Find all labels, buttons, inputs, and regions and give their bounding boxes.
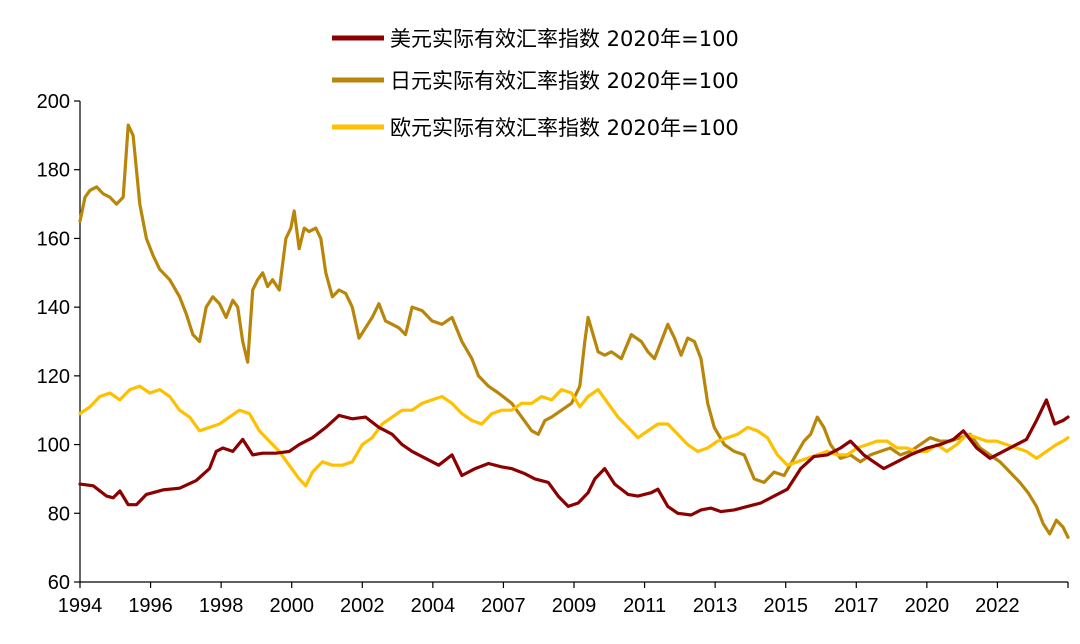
legend: 美元实际有效汇率指数 2020年=100 日元实际有效汇率指数 2020年=100…	[332, 27, 739, 140]
y-tick-label: 80	[48, 503, 70, 525]
series-line-1	[78, 123, 1070, 539]
y-tick-label: 120	[37, 366, 70, 388]
x-tick-label: 2007	[481, 595, 526, 617]
x-tick-label: 2011	[623, 595, 666, 617]
legend-label-2: 欧元实际有效汇率指数 2020年=100	[390, 116, 739, 140]
x-tick-label: 2022	[975, 595, 1020, 617]
y-tick-label: 200	[37, 91, 70, 113]
x-tick-label: 2020	[905, 595, 950, 617]
x-tick-label: 2013	[693, 595, 738, 617]
series-line-2	[78, 384, 1070, 488]
y-tick-label: 100	[37, 435, 70, 457]
series-line-0	[78, 398, 1070, 517]
y-tick-label: 160	[37, 228, 70, 250]
legend-label-1: 日元实际有效汇率指数 2020年=100	[390, 69, 739, 93]
y-tick-label: 140	[37, 297, 70, 319]
plot-area	[78, 123, 1070, 539]
x-tick-label: 2002	[340, 595, 385, 617]
legend-label-0: 美元实际有效汇率指数 2020年=100	[390, 27, 739, 51]
x-tick-label: 2000	[269, 595, 314, 617]
x-tick-label: 1994	[58, 595, 103, 617]
y-tick-label: 60	[48, 572, 70, 594]
x-tick-label: 1998	[199, 595, 244, 617]
x-tick-label: 1996	[128, 595, 173, 617]
x-axis: 1994 1996 1998 2000 2002 2004 2007 2009 2011 2013…	[58, 581, 1069, 617]
y-tick-label: 180	[37, 160, 70, 182]
x-tick-label: 2017	[834, 595, 879, 617]
x-tick-label: 2009	[552, 595, 597, 617]
x-tick-label: 2004	[411, 595, 456, 617]
y-axis: 60 80 100 120 140 160 180 200	[37, 91, 81, 594]
x-tick-label: 2015	[763, 595, 808, 617]
